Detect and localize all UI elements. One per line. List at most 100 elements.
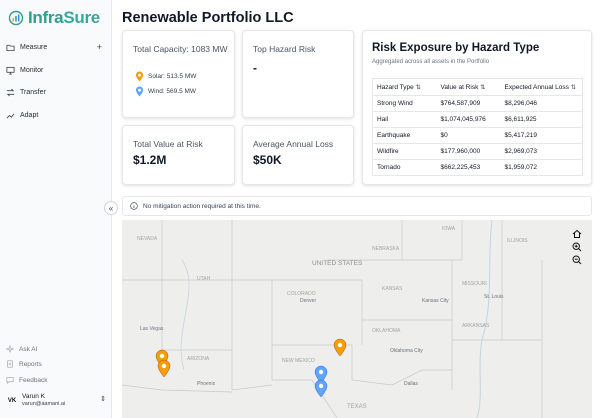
column-header-label: Value at Risk [440, 83, 479, 91]
column-header-hazard-type[interactable]: Hazard Type ⇅ [372, 78, 437, 96]
map-city: Las Vegas [140, 326, 164, 332]
table-cell: $764,587,909 [436, 95, 501, 112]
expand-plus-icon[interactable]: + [96, 42, 102, 52]
map-zoom-in-button[interactable] [572, 242, 584, 254]
map-city: St. Louis [484, 294, 504, 300]
value-at-risk-card: Total Value at Risk $1.2M [122, 125, 235, 185]
risk-table: Hazard Type ⇅ Value at Risk ⇅ Expected Ann… [372, 78, 583, 176]
wind-pin-icon [135, 86, 144, 97]
river [476, 220, 493, 418]
card-label: Total Value at Risk [133, 139, 203, 149]
sidebar-item-ask-ai[interactable]: Ask AI [6, 342, 37, 356]
table-cell: $8,296,046 [500, 95, 583, 112]
map-zoom-out-button[interactable] [572, 255, 584, 267]
chat-icon [6, 377, 14, 384]
map-city: Kansas City [422, 298, 449, 304]
top-hazard-card: Top Hazard Risk - [242, 30, 354, 118]
page-title: Renewable Portfolio LLC [122, 10, 294, 26]
column-header-label: Hazard Type [377, 83, 414, 91]
nav-item-adapt[interactable]: Adapt [6, 107, 106, 123]
map-label: ARKANSAS [462, 323, 490, 329]
logo[interactable]: InfraSure [8, 8, 100, 28]
wind-pins[interactable] [314, 365, 328, 398]
sidebar-item-label: Feedback [19, 376, 48, 384]
nav-item-monitor[interactable]: Monitor [6, 62, 106, 78]
nav-item-transfer[interactable]: Transfer [6, 84, 106, 100]
monitor-icon [6, 66, 15, 75]
chevron-updown-icon: ⇕ [100, 396, 106, 403]
table-row: Tornado $662,225,453 $1,959,072 [372, 159, 583, 176]
user-menu[interactable]: VK Varun K varun@aamani.ai ⇕ [6, 393, 106, 408]
legend-wind: Wind: 569.5 MW [135, 86, 196, 97]
table-row: Earthquake $0 $5,417,219 [372, 127, 583, 144]
table-cell: $1,959,072 [500, 159, 583, 176]
map-label: ILLINOIS [507, 238, 528, 244]
solar-pins[interactable] [155, 338, 347, 378]
mitigation-notice: No mitigation action required at this ti… [122, 196, 592, 216]
table-cell: Hail [372, 111, 437, 128]
transfer-icon [6, 88, 15, 96]
map-label: KANSAS [382, 286, 403, 292]
map-city: Phoenix [197, 381, 216, 387]
nav-item-label: Transfer [20, 88, 46, 96]
nav-item-label: Measure [20, 43, 48, 51]
reports-icon [7, 360, 13, 368]
nav-item-measure[interactable]: Measure + [6, 39, 106, 55]
average-annual-loss-card: Average Annual Loss $50K [242, 125, 354, 185]
table-cell: $6,611,925 [500, 111, 583, 128]
map-city: Oklahoma City [390, 348, 423, 354]
map-label: MISSOURI [462, 281, 487, 287]
user-email: varun@aamani.ai [22, 401, 66, 407]
zoom-in-icon [572, 242, 582, 252]
sparkle-icon [6, 345, 14, 353]
avatar: VK [7, 397, 17, 404]
risk-exposure-card: Risk Exposure by Hazard Type Aggregated … [362, 30, 592, 185]
nav-item-label: Monitor [20, 66, 44, 74]
collapse-sidebar-button[interactable]: « [104, 201, 118, 215]
info-icon [130, 202, 138, 210]
table-cell: $2,969,073 [500, 143, 583, 160]
sidebar: InfraSure Measure + Monitor Transfer Ada… [0, 0, 112, 418]
table-row: Strong Wind $764,587,909 $8,296,046 [372, 95, 583, 112]
table-cell: $1,074,045,976 [436, 111, 501, 128]
risk-table-subtitle: Aggregated across all assets in the Port… [372, 59, 490, 65]
map-label: NEVADA [137, 236, 158, 242]
map-label-country: UNITED STATES [312, 260, 363, 267]
state-borders [122, 220, 543, 418]
table-cell: Earthquake [372, 127, 437, 144]
user-name: Varun K [22, 393, 46, 400]
river [180, 259, 190, 371]
legend-label: Solar: 513.5 MW [148, 73, 197, 80]
nav-item-label: Adapt [20, 111, 39, 119]
map-home-button[interactable] [572, 229, 584, 241]
total-capacity-card: Total Capacity: 1083 MW Solar: 513.5 MW … [122, 30, 235, 118]
map-label: ARIZONA [187, 356, 210, 362]
notice-text: No mitigation action required at this ti… [143, 202, 261, 210]
home-icon [572, 229, 582, 238]
sort-icon[interactable]: ⇅ [415, 84, 421, 91]
column-header-expected-annual-loss[interactable]: Expected Annual Loss ⇅ [500, 78, 583, 96]
column-header-label: Expected Annual Loss [504, 83, 569, 91]
sidebar-item-feedback[interactable]: Feedback [6, 373, 48, 387]
column-header-value-at-risk[interactable]: Value at Risk ⇅ [436, 78, 501, 96]
logo-text-part2: Sure [63, 8, 100, 27]
card-value: $1.2M [133, 153, 167, 167]
logo-text: InfraSure [28, 8, 100, 28]
risk-table-title: Risk Exposure by Hazard Type [372, 42, 540, 54]
sort-icon[interactable]: ⇅ [570, 84, 576, 91]
map-city: Denver [300, 298, 316, 304]
sidebar-item-reports[interactable]: Reports [6, 357, 42, 371]
map-label: UTAH [197, 276, 211, 282]
folder-icon [6, 44, 15, 51]
asset-map[interactable]: UNITED STATES IOWA NEBRASKA ILLINOIS KAN… [122, 220, 592, 418]
map-label: TEXAS [347, 404, 367, 410]
card-label: Average Annual Loss [253, 139, 334, 149]
sort-icon[interactable]: ⇅ [480, 84, 486, 91]
table-cell: $0 [436, 127, 501, 144]
adapt-icon [6, 112, 15, 118]
card-value: $50K [253, 153, 282, 167]
map-canvas: UNITED STATES IOWA NEBRASKA ILLINOIS KAN… [122, 220, 543, 418]
map-city: Dallas [404, 381, 418, 387]
map-label: NEW MEXICO [282, 358, 315, 364]
